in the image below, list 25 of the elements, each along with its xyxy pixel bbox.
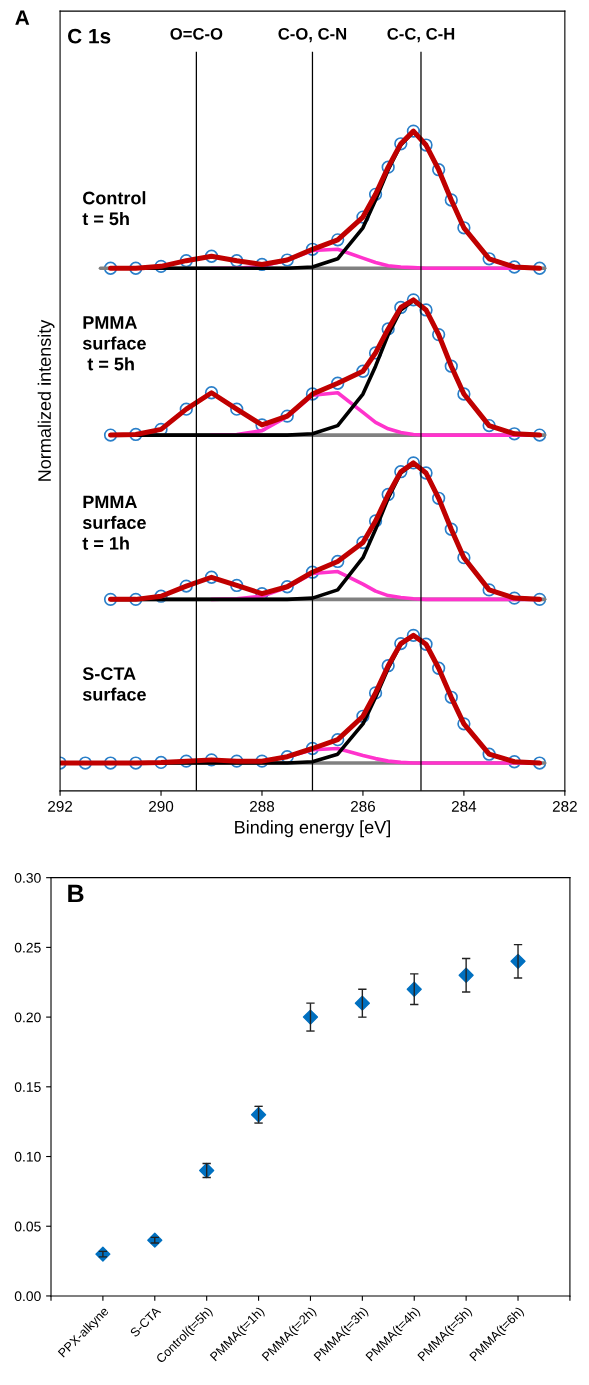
x-axis-title: Binding energy [eV] bbox=[235, 820, 390, 838]
ref-line-label: C-O, C-N bbox=[278, 27, 347, 43]
annotation: PMMA surface t = 1h bbox=[82, 495, 146, 550]
text: C 1s bbox=[68, 28, 111, 44]
x-tick-label: 282 bbox=[552, 800, 577, 812]
x-tick-label: 292 bbox=[48, 800, 73, 812]
ref-line-label: C-C, C-H bbox=[387, 27, 455, 43]
y-tick-label: 0.15 bbox=[14, 1082, 41, 1092]
annotation: Control t = 5h bbox=[82, 191, 146, 226]
x-tick-label: 284 bbox=[451, 800, 477, 812]
y-axis-title: Normalized intensity bbox=[37, 319, 55, 481]
y-tick-label: 0.20 bbox=[14, 1012, 41, 1023]
y-tick-label: 0.10 bbox=[14, 1151, 41, 1162]
annotation: S-CTA surface bbox=[82, 667, 146, 701]
annotation: PMMA surface t = 5h bbox=[82, 316, 146, 371]
ref-line-label: O=C-O bbox=[170, 27, 223, 40]
x-tick-label: 288 bbox=[250, 800, 275, 812]
x-tick-label: 290 bbox=[149, 800, 174, 812]
y-tick-label: 0.30 bbox=[14, 873, 41, 883]
y-tick-label: 0.00 bbox=[14, 1291, 41, 1302]
x-tick-label: 286 bbox=[350, 800, 376, 812]
y-tick-label: 0.05 bbox=[14, 1221, 41, 1232]
chart-title: A bbox=[15, 10, 30, 25]
y-tick-label: 0.25 bbox=[14, 942, 41, 953]
chart-title: B bbox=[68, 884, 84, 903]
